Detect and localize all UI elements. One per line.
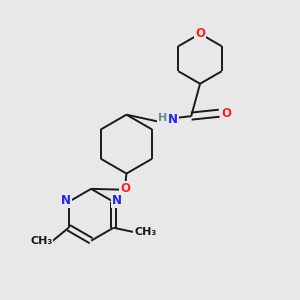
Text: O: O xyxy=(222,107,232,120)
Text: N: N xyxy=(112,194,122,207)
Text: O: O xyxy=(195,27,205,40)
Text: H: H xyxy=(158,112,167,123)
Text: CH₃: CH₃ xyxy=(134,227,157,237)
Text: CH₃: CH₃ xyxy=(30,236,52,246)
Text: N: N xyxy=(61,194,71,207)
Text: O: O xyxy=(120,182,130,195)
Text: N: N xyxy=(168,113,178,126)
